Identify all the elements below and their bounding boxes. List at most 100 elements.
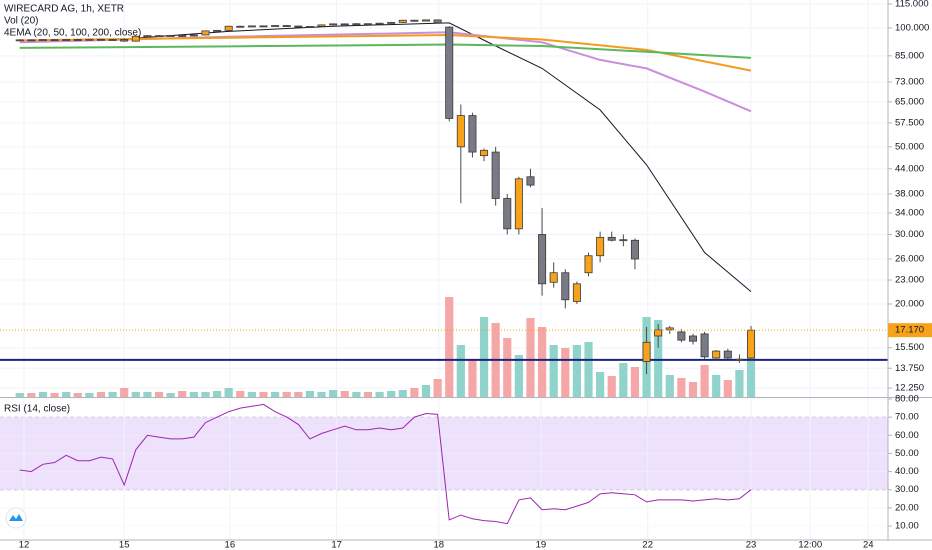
volume-bar — [131, 392, 140, 397]
y-tick-label: 38.000 — [895, 188, 924, 199]
volume-bar — [514, 355, 523, 397]
volume-bar — [479, 317, 489, 397]
y-tick-label: 15.500 — [895, 342, 924, 353]
candle-body — [596, 236, 605, 257]
volume-bar — [387, 391, 396, 397]
rsi-title: RSI (14, close) — [4, 404, 70, 415]
volume-bar — [363, 392, 373, 397]
y-tick-label: 57.500 — [895, 117, 924, 128]
x-tick-label: 22 — [642, 540, 653, 550]
candle-body — [747, 329, 756, 359]
candle-body — [607, 236, 616, 241]
candle-body — [305, 26, 314, 28]
candle-body — [224, 25, 233, 31]
last-price-label: 17.170 — [895, 325, 924, 336]
candle-body — [422, 19, 431, 22]
candle-body — [503, 198, 512, 230]
candle-body — [480, 149, 489, 157]
volume-bar — [305, 391, 315, 397]
x-tick-label: 18 — [433, 540, 444, 550]
volume-bar — [375, 392, 384, 397]
candle-body — [723, 350, 732, 359]
candle-body — [155, 35, 164, 38]
y-tick-label: 30.000 — [895, 229, 924, 240]
candle-body — [189, 34, 198, 37]
candle-body — [410, 19, 419, 22]
y-tick-label: 20.000 — [895, 299, 924, 310]
volume-bar — [271, 392, 280, 397]
x-tick-label: 19 — [536, 540, 547, 550]
candle-body — [584, 255, 593, 274]
ema-line — [19, 31, 752, 113]
y-tick-label: 23.000 — [895, 275, 924, 286]
y-tick-label: 100.000 — [895, 22, 929, 33]
volume-bar — [503, 338, 512, 397]
y-tick-label: 13.750 — [895, 363, 924, 374]
candle-body — [456, 115, 465, 148]
candle-body — [688, 335, 697, 342]
volume-bar — [154, 392, 164, 397]
ema-line — [19, 43, 752, 59]
candle-body — [375, 22, 384, 25]
candle-body — [143, 35, 152, 38]
volume-bar — [456, 345, 465, 397]
y-tick-label: 10.00 — [895, 521, 919, 532]
volume-label: Vol (20) — [4, 16, 38, 27]
logo — [5, 507, 27, 529]
y-tick-label: 30.00 — [895, 484, 919, 495]
volume-bar — [73, 393, 82, 397]
volume-bar — [247, 392, 256, 397]
candle-body — [62, 39, 71, 41]
y-tick-label: 50.00 — [895, 448, 919, 459]
volume-bar — [445, 297, 454, 397]
candle-body — [549, 272, 558, 283]
candle-body — [271, 25, 280, 27]
volume-bar — [166, 393, 175, 397]
y-tick-label: 26.000 — [895, 254, 924, 265]
candle-body — [120, 39, 129, 42]
candle-body — [677, 331, 686, 341]
y-tick-label: 65.000 — [895, 96, 924, 107]
candle-body — [27, 39, 36, 42]
candle-body — [317, 24, 326, 27]
candle-body — [38, 39, 47, 42]
candle-body — [630, 239, 639, 260]
candle-body — [15, 39, 24, 42]
x-tick-label: 12:00 — [798, 540, 822, 550]
candle-body — [433, 19, 442, 24]
volume-bar — [433, 379, 442, 397]
candle-body — [85, 38, 94, 41]
candle-body — [73, 39, 82, 41]
candle-body — [665, 327, 674, 331]
candle-body — [654, 329, 663, 337]
volume-bar — [619, 363, 628, 397]
y-tick-label: 60.00 — [895, 430, 919, 441]
candle-body — [340, 23, 349, 26]
volume-bar — [329, 390, 338, 397]
volume-bar — [654, 320, 663, 397]
y-tick-label: 115.000 — [895, 0, 929, 9]
volume-bar — [224, 388, 233, 397]
x-tick-label: 17 — [331, 540, 342, 550]
candle-body — [50, 39, 59, 42]
volume-bar — [630, 367, 640, 397]
volume-bar — [723, 380, 732, 397]
y-tick-label: 80.00 — [895, 394, 919, 405]
volume-bar — [526, 318, 535, 397]
volume-bar — [236, 391, 245, 397]
candle-body — [363, 23, 372, 26]
volume-bar — [584, 342, 593, 397]
volume-bar — [50, 393, 59, 397]
volume-bar — [201, 392, 210, 397]
y-tick-label: 44.000 — [895, 163, 924, 174]
volume-bar — [468, 360, 477, 397]
volume-bar — [572, 345, 582, 397]
volume-bar — [189, 392, 198, 397]
candle-body — [352, 23, 361, 26]
volume-bar — [607, 376, 616, 397]
volume-bar — [143, 392, 152, 397]
y-tick-label: 20.00 — [895, 502, 919, 513]
candle-body — [538, 234, 547, 285]
volume-bar — [259, 392, 268, 397]
candle-body — [514, 178, 523, 230]
